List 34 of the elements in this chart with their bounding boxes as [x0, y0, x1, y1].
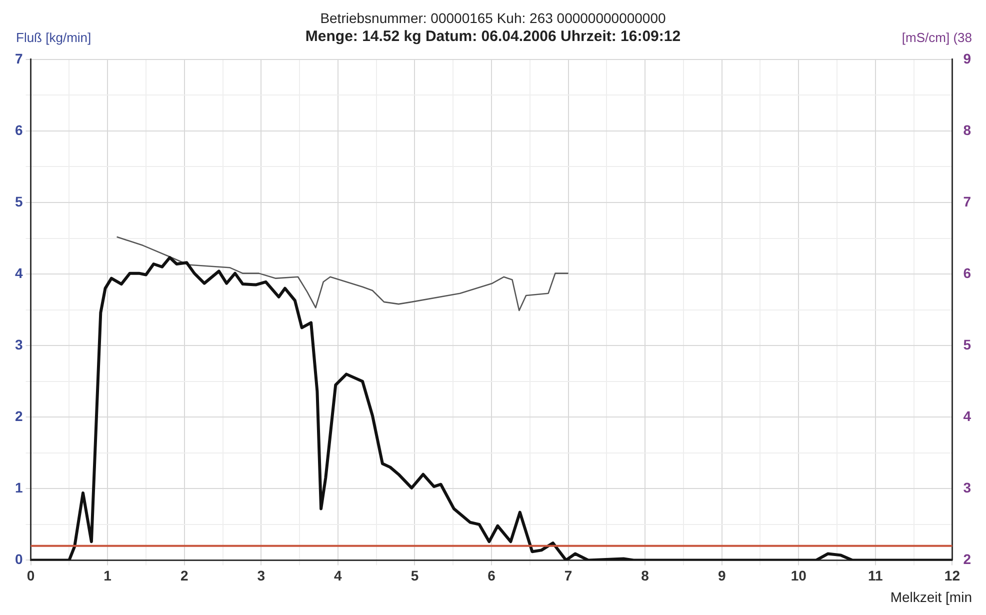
x-tick-label: 5: [410, 567, 419, 584]
x-tick-label: 8: [641, 567, 650, 584]
x-tick-label: 0: [26, 567, 35, 584]
y2-tick-label: 4: [963, 408, 972, 424]
y2-tick-label: 2: [963, 551, 972, 568]
x-tick-label: 12: [944, 567, 960, 584]
y-tick-label: 4: [14, 264, 23, 281]
x-tick-label: 9: [718, 567, 726, 584]
y-tick-label: 1: [14, 480, 23, 496]
y2-tick-label: 9: [963, 50, 972, 66]
chart-title: Menge: 14.52 kg Datum: 06.04.2006 Uhrzeit: 16:09:12: [305, 28, 681, 45]
x-tick-label: 3: [257, 567, 266, 584]
y-tick-label: 0: [14, 551, 23, 568]
y-tick-label: 5: [14, 193, 23, 210]
y2-axis-title: [mS/cm] (38: [902, 30, 972, 45]
x-tick-label: 4: [334, 567, 342, 584]
x-tick-label: 2: [180, 567, 188, 584]
y2-tick-label: 5: [963, 336, 972, 352]
y2-tick-label: 6: [963, 264, 972, 281]
y-tick-label: 6: [14, 122, 23, 138]
y-axis-title: Fluß [kg/min]: [16, 30, 92, 45]
x-axis-title: Melkzeit [min: [890, 589, 972, 605]
x-tick-label: 1: [104, 567, 112, 584]
y-tick-label: 3: [14, 336, 23, 352]
x-tick-label: 6: [488, 567, 496, 584]
y2-tick-label: 8: [963, 122, 972, 138]
x-tick-label: 11: [868, 567, 884, 584]
y2-tick-label: 3: [963, 480, 972, 496]
chart-subtitle: Betriebsnummer: 00000165 Kuh: 263 00000000000000: [319, 9, 667, 28]
y-tick-label: 2: [14, 408, 23, 424]
y2-tick-label: 7: [963, 193, 972, 210]
x-tick-label: 7: [564, 567, 572, 584]
x-tick-label: 10: [790, 567, 807, 584]
y-tick-label: 7: [14, 50, 23, 66]
